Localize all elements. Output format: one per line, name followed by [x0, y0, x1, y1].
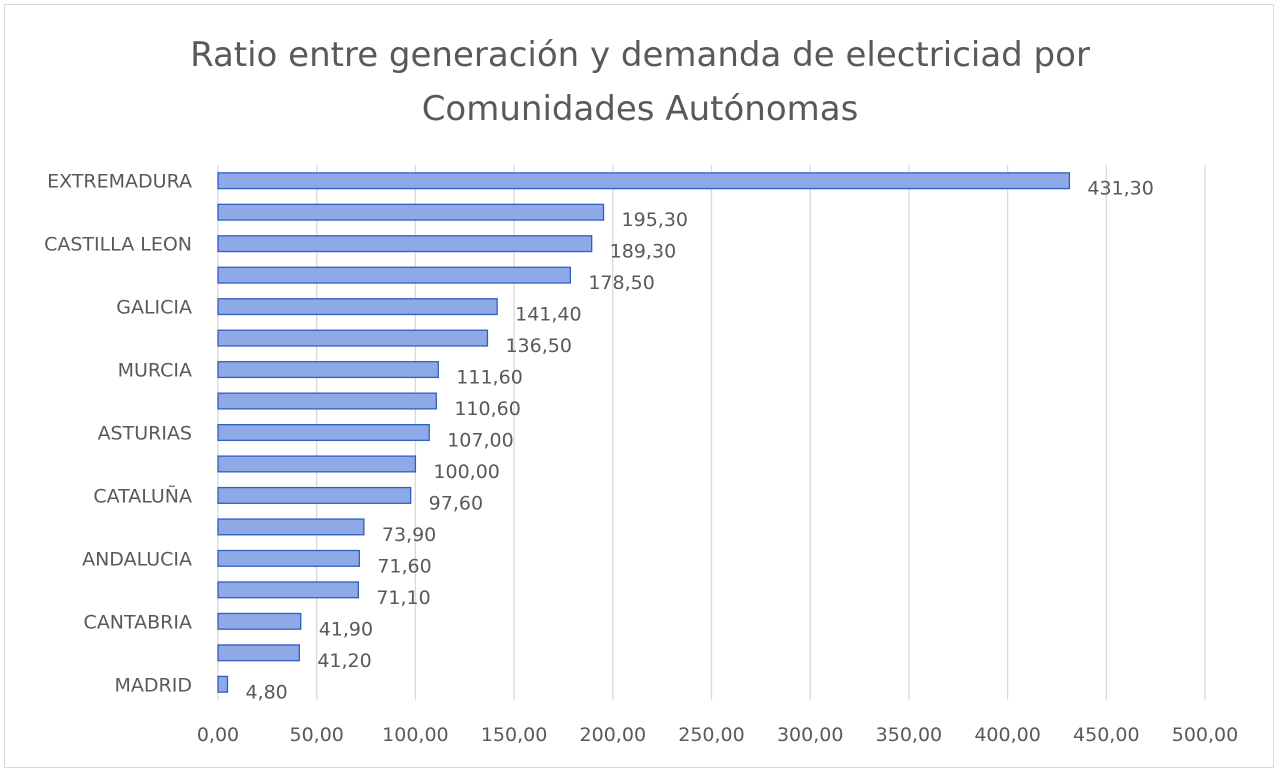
data-label: 41,90 — [319, 618, 373, 640]
bar — [217, 612, 302, 630]
category-label: ASTURIAS — [98, 423, 192, 445]
data-label: 110,60 — [454, 398, 520, 420]
x-tick-label: 100,00 — [382, 724, 448, 746]
x-axis-ticks: 0,00 50,00 100,00 150,00 200,00 250,00 300,00 3… — [197, 724, 1238, 746]
category-label: MADRID — [115, 674, 192, 696]
data-label: 4,80 — [245, 681, 287, 703]
data-label: 431,30 — [1087, 178, 1153, 200]
x-tick-label: 300,00 — [777, 724, 843, 746]
category-label: CANTABRIA — [84, 611, 192, 633]
bar — [217, 172, 1071, 190]
bar — [217, 581, 360, 599]
bar — [217, 298, 498, 316]
x-tick-label: 150,00 — [481, 724, 547, 746]
data-label: 178,50 — [588, 272, 654, 294]
bar — [217, 644, 300, 662]
data-label: 97,60 — [429, 492, 483, 514]
chart-title-line-1: Ratio entre generación y demanda de elec… — [190, 35, 1090, 75]
data-label: 100,00 — [433, 461, 499, 483]
data-label: 73,90 — [382, 524, 436, 546]
category-label: CASTILLA LEON — [44, 234, 192, 256]
category-label: EXTREMADURA — [47, 171, 192, 193]
bar — [217, 549, 360, 567]
x-tick-label: 200,00 — [580, 724, 646, 746]
data-label: 107,00 — [447, 430, 513, 452]
data-label: 195,30 — [622, 209, 688, 231]
bar — [217, 423, 430, 442]
chart-frame — [4, 4, 1274, 768]
x-tick-label: 50,00 — [289, 724, 343, 746]
bars — [217, 172, 1071, 693]
data-label: 141,40 — [515, 304, 581, 326]
bar — [217, 266, 572, 284]
chart-title-line-2: Comunidades Autónomas — [421, 89, 859, 129]
category-label: MURCIA — [118, 360, 192, 382]
bar — [217, 361, 439, 379]
x-tick-label: 450,00 — [1073, 724, 1139, 746]
bar — [217, 203, 605, 221]
bar — [217, 518, 365, 536]
data-labels: 431,30 195,30 189,30 178,50 141,40 136,50 111,… — [245, 178, 1153, 704]
bar — [217, 675, 229, 693]
bar — [217, 329, 489, 347]
data-label: 41,20 — [317, 650, 371, 672]
category-labels: EXTREMADURA CASTILLA LEON GALICIA MURCIA AST… — [44, 171, 192, 697]
x-tick-label: 0,00 — [197, 724, 239, 746]
bar — [217, 486, 412, 504]
data-label: 111,60 — [456, 367, 522, 389]
x-tick-label: 350,00 — [876, 724, 942, 746]
chart-title: Ratio entre generación y demanda de elec… — [0, 28, 1280, 136]
bar — [217, 455, 417, 473]
category-label: ANDALUCIA — [82, 548, 192, 570]
category-label: CATALUÑA — [93, 484, 192, 507]
x-tick-label: 500,00 — [1172, 724, 1238, 746]
data-label: 136,50 — [505, 335, 571, 357]
bar — [217, 392, 437, 410]
data-label: 189,30 — [610, 241, 676, 263]
data-label: 71,10 — [376, 587, 430, 609]
x-tick-label: 400,00 — [974, 724, 1040, 746]
x-tick-label: 250,00 — [678, 724, 744, 746]
bar — [217, 235, 593, 253]
data-label: 71,60 — [377, 555, 431, 577]
category-label: GALICIA — [116, 297, 192, 319]
